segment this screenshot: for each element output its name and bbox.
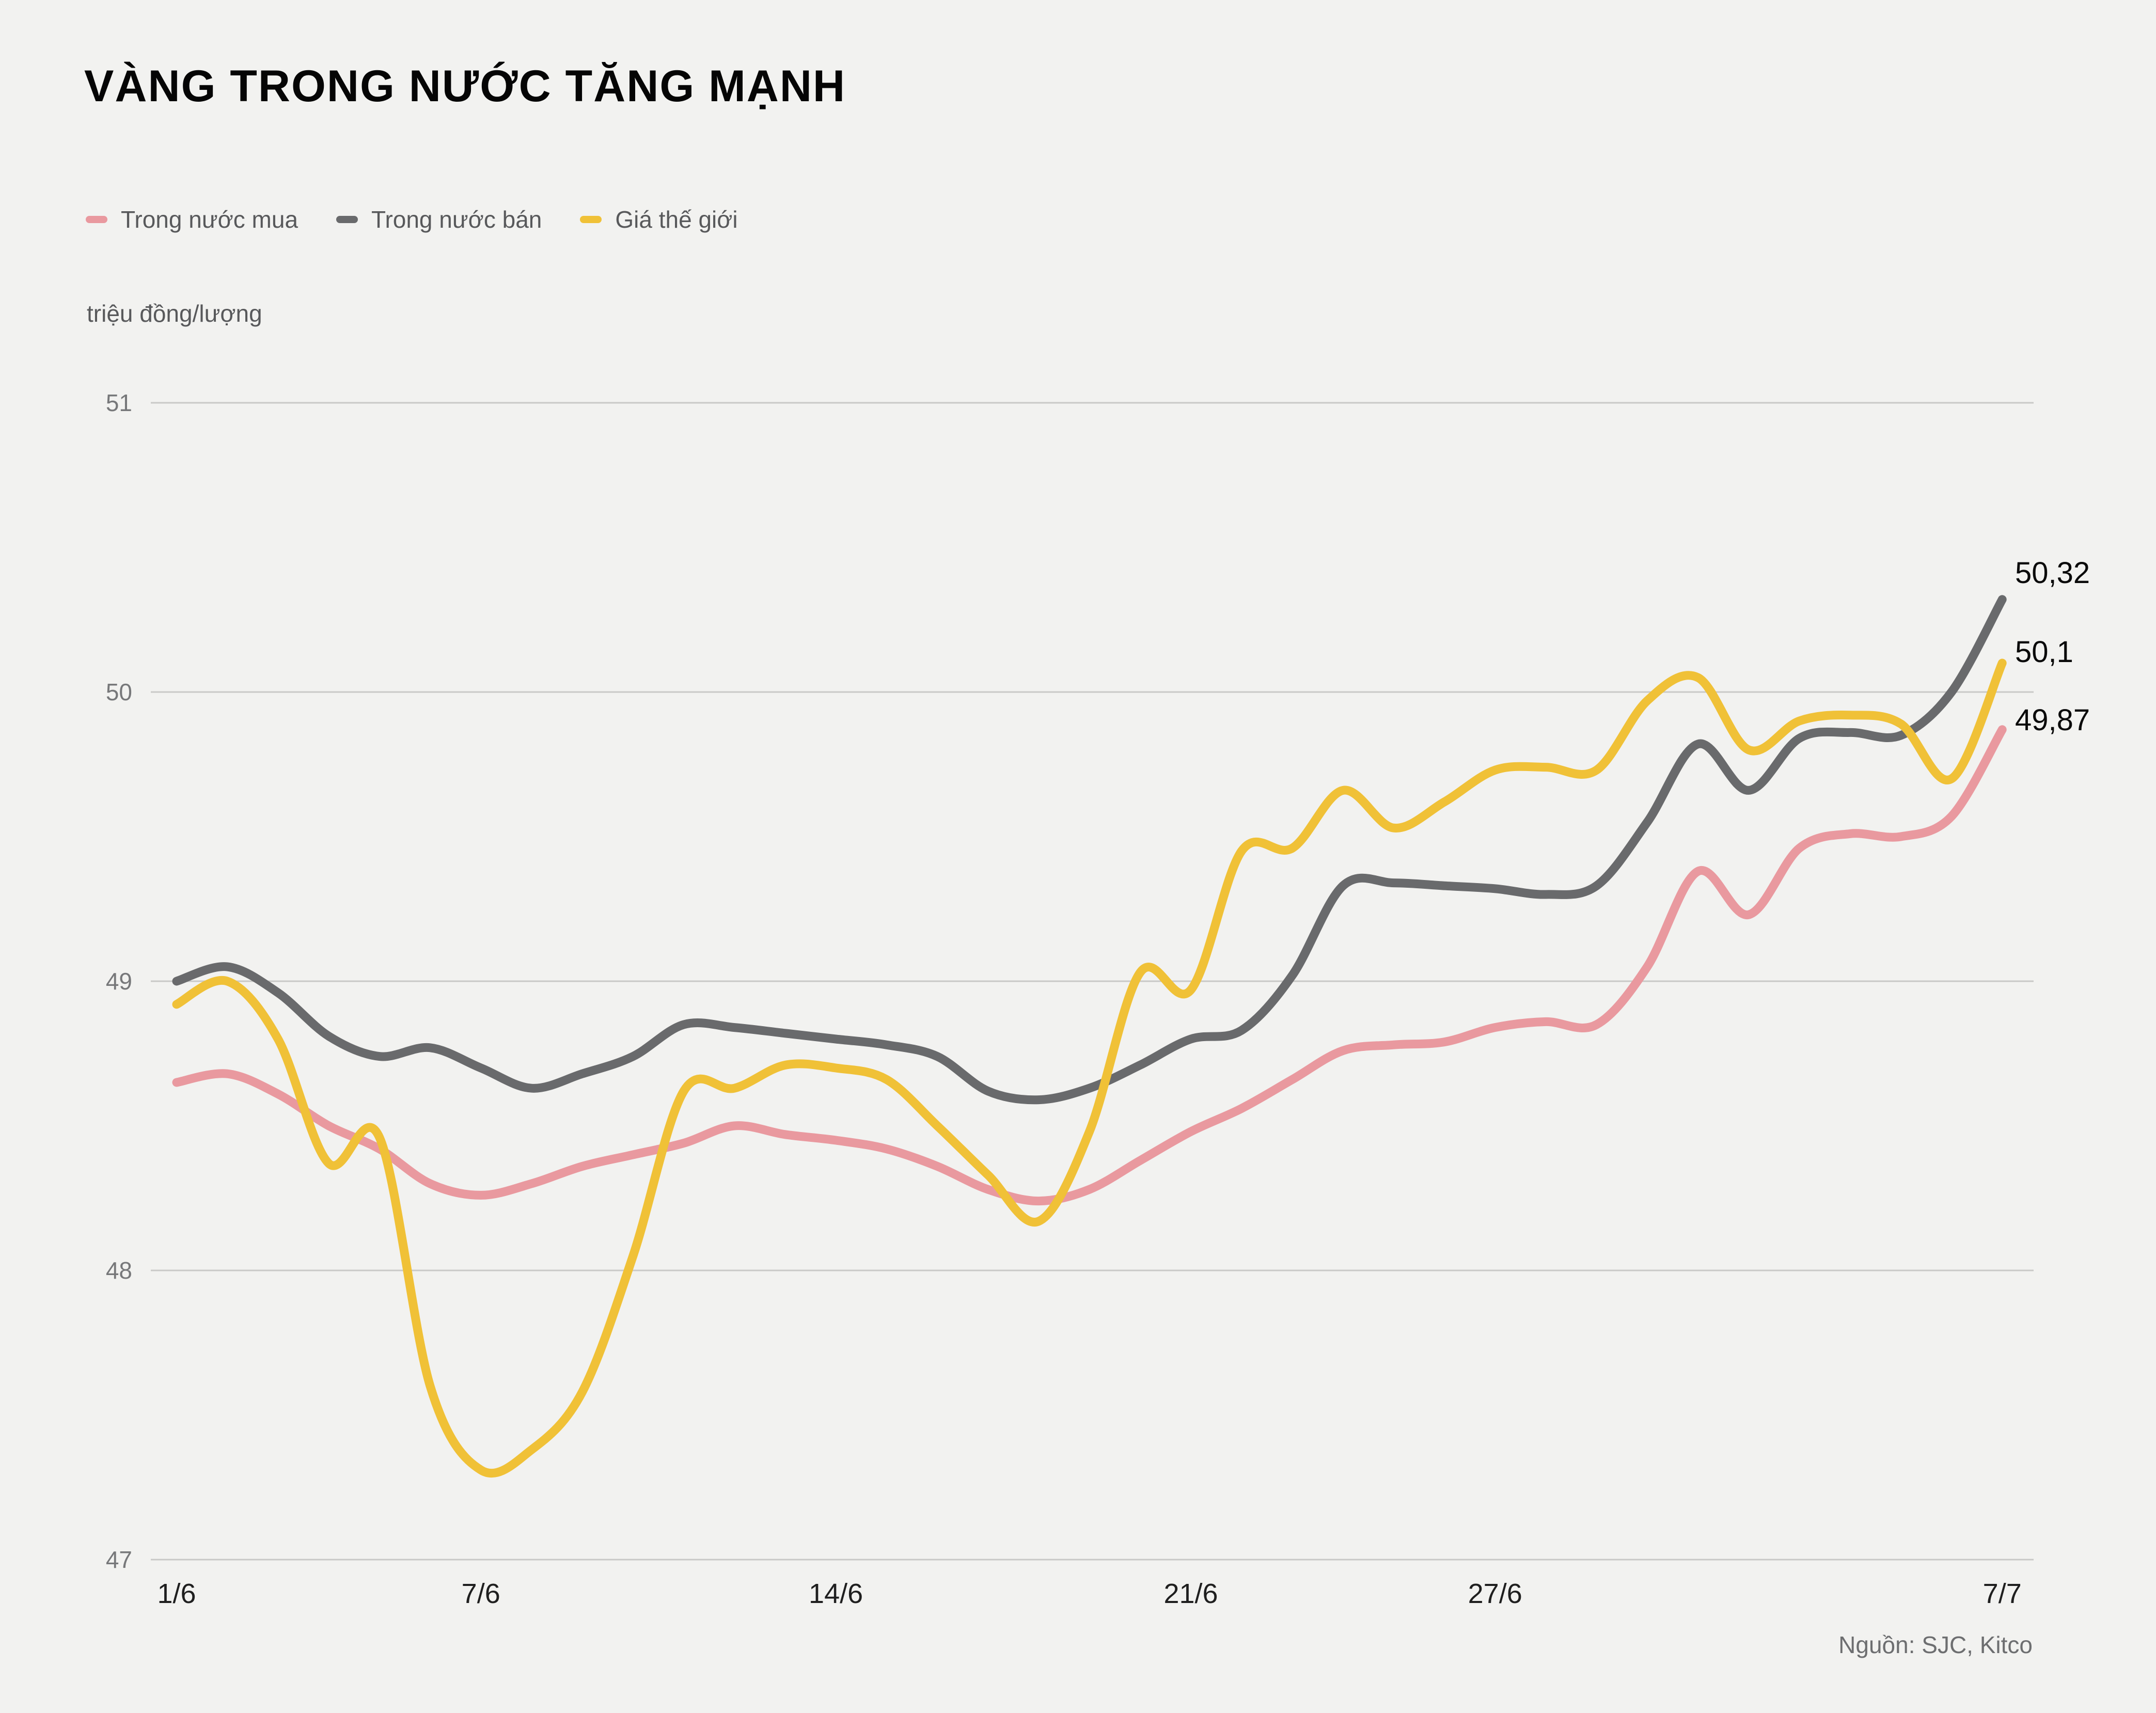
legend-swatch-icon [580,216,602,223]
page-title: VÀNG TRONG NƯỚC TĂNG MẠNH [84,61,846,111]
x-tick-label: 7/6 [462,1578,500,1609]
series-line-trong-nước-bán [172,595,2007,1105]
x-tick-label: 7/7 [1983,1578,2022,1609]
source-credit: Nguồn: SJC, Kitco [1838,1631,2033,1658]
x-tick-label: 1/6 [157,1578,196,1609]
y-tick-label: 49 [106,968,132,995]
x-tick-label: 27/6 [1468,1578,1522,1609]
legend-label: Trong nước mua [121,206,298,233]
end-value-label: 49,87 [2015,703,2090,737]
end-value-label: 50,1 [2015,635,2073,669]
y-tick-label: 48 [106,1257,132,1284]
legend-item: Trong nước bán [336,206,542,233]
x-tick-label: 14/6 [809,1578,863,1609]
chart-legend: Trong nước mua Trong nước bán Giá thế giới [86,206,738,233]
legend-item: Trong nước mua [86,206,298,233]
series-line-giá-thế-giới [172,658,2007,1478]
y-tick-label: 47 [106,1546,132,1573]
series-line-trong-nước-mua [172,725,2007,1206]
end-value-label: 50,32 [2015,556,2090,590]
legend-swatch-icon [86,216,107,223]
legend-swatch-icon [336,216,358,223]
legend-label: Trong nước bán [371,206,542,233]
x-tick-label: 21/6 [1163,1578,1218,1609]
legend-item: Giá thế giới [580,206,738,233]
y-axis-unit-label: triệu đồng/lượng [87,300,262,327]
y-tick-label: 50 [106,679,132,705]
legend-label: Giá thế giới [615,206,738,233]
y-tick-label: 51 [106,389,132,416]
